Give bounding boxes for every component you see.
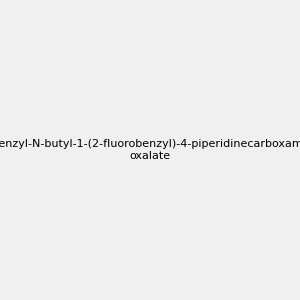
Text: N-benzyl-N-butyl-1-(2-fluorobenzyl)-4-piperidinecarboxamide oxalate: N-benzyl-N-butyl-1-(2-fluorobenzyl)-4-pi… — [0, 139, 300, 161]
